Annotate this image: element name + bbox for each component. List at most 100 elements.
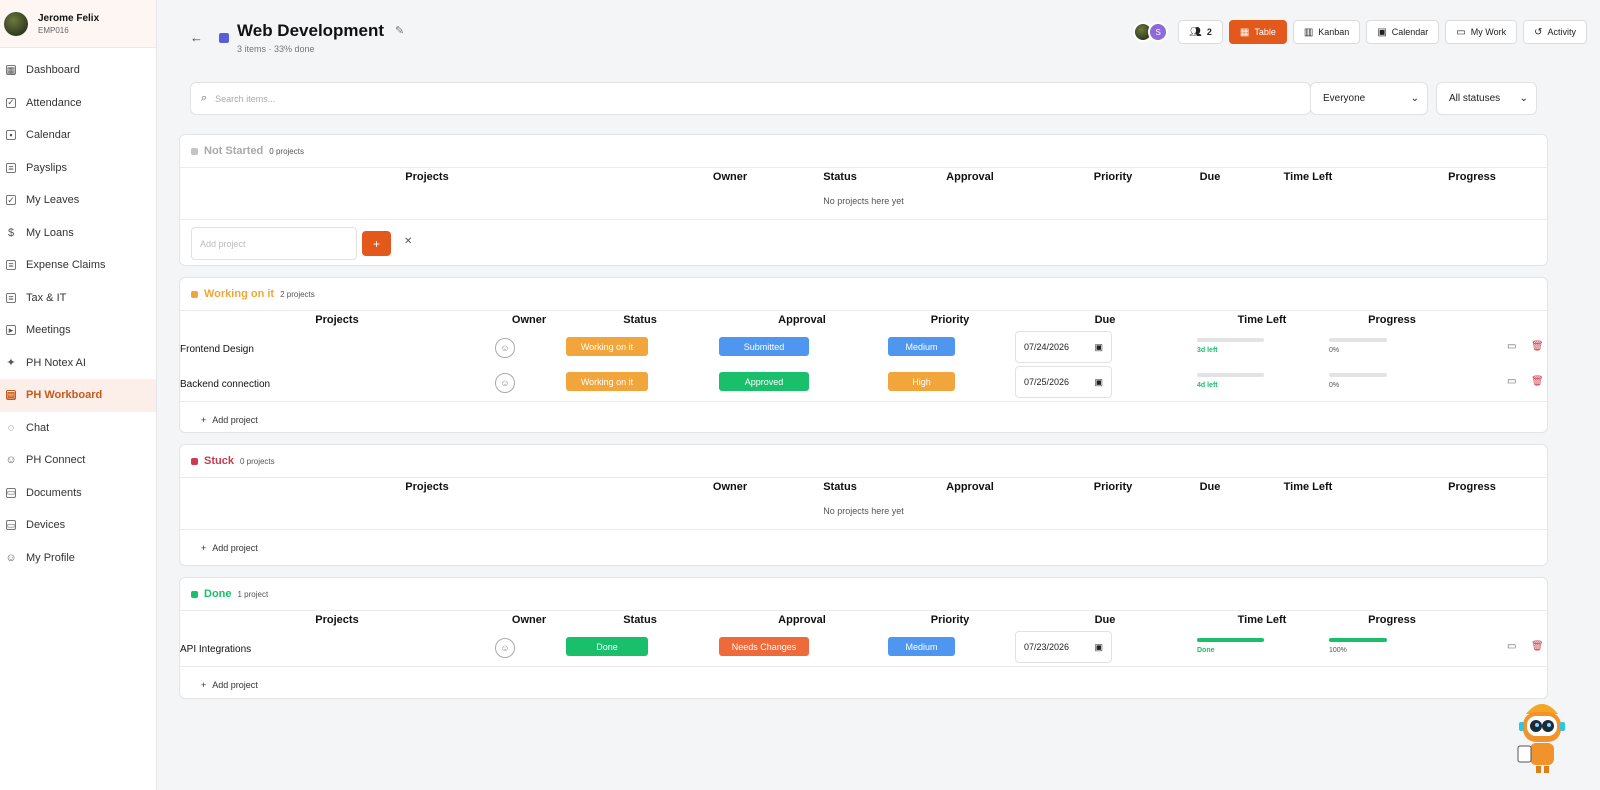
column-header-time-left[interactable]: Time Left	[1237, 314, 1287, 326]
column-header-status[interactable]: Status	[623, 314, 657, 326]
sidebar-item-label: Dashboard	[26, 64, 80, 77]
owner-filter-select[interactable]: Everyone ⌄	[1310, 82, 1428, 115]
priority-pill[interactable]: Medium	[888, 637, 955, 656]
column-header-approval[interactable]: Approval	[946, 171, 994, 183]
sidebar-item-payslips[interactable]: ≡ Payslips	[0, 152, 156, 185]
column-header-approval[interactable]: Approval	[778, 614, 826, 626]
add-project-button[interactable]: +	[362, 231, 391, 256]
column-header-time-left[interactable]: Time Left	[1283, 481, 1333, 493]
add-project-link[interactable]: + Add project	[180, 401, 1547, 437]
column-header-progress[interactable]: Progress	[1368, 614, 1416, 626]
add-project-link[interactable]: + Add project	[180, 530, 1547, 566]
view-activity-button[interactable]: ↺ Activity	[1523, 20, 1587, 44]
due-date-input[interactable]: 07/23/2026 ▣	[1015, 631, 1112, 663]
comment-icon[interactable]: ▭	[1507, 641, 1517, 652]
sidebar-item-attendance[interactable]: ✓ Attendance	[0, 87, 156, 120]
sidebar-item-chat[interactable]: ◌ Chat	[0, 412, 156, 445]
due-date-input[interactable]: 07/25/2026 ▣	[1015, 366, 1112, 398]
sidebar-item-my-profile[interactable]: ☺ My Profile	[0, 542, 156, 575]
group-header[interactable]: Not Started 0 projects	[180, 135, 1547, 168]
trash-icon[interactable]: 🗑︎	[1531, 341, 1544, 352]
status-pill[interactable]: Done	[566, 637, 648, 656]
column-header-status[interactable]: Status	[623, 614, 657, 626]
project-name[interactable]: Backend connection	[180, 379, 271, 390]
sidebar-item-calendar[interactable]: ▪ Calendar	[0, 119, 156, 152]
column-header-priority[interactable]: Priority	[930, 314, 970, 326]
trash-icon[interactable]: 🗑︎	[1531, 376, 1544, 387]
trash-icon[interactable]: 🗑︎	[1531, 641, 1544, 652]
approval-pill[interactable]: Approved	[719, 372, 809, 391]
group-header[interactable]: Working on it 2 projects	[180, 278, 1547, 311]
status-pill[interactable]: Working on it	[566, 337, 648, 356]
column-header-status[interactable]: Status	[823, 481, 857, 493]
sidebar-item-expense-claims[interactable]: ≡ Expense Claims	[0, 249, 156, 282]
add-project-link[interactable]: + Add project	[180, 666, 1547, 702]
add-project-input[interactable]: Add project	[191, 227, 357, 260]
column-header-approval[interactable]: Approval	[946, 481, 994, 493]
view-table-button[interactable]: ▦ Table	[1228, 20, 1287, 44]
priority-pill[interactable]: Medium	[888, 337, 955, 356]
column-header-projects[interactable]: Projects	[315, 314, 359, 326]
due-date-input[interactable]: 07/24/2026 ▣	[1015, 331, 1112, 363]
column-header-due[interactable]: Due	[1199, 171, 1221, 183]
priority-pill[interactable]: High	[888, 372, 955, 391]
status-filter-select[interactable]: All statuses ⌄	[1436, 82, 1537, 115]
members-button[interactable]: 👥︎ 2	[1178, 20, 1223, 44]
column-header-projects[interactable]: Projects	[405, 171, 449, 183]
owner-avatar-placeholder[interactable]: ☺	[495, 373, 515, 393]
column-header-priority[interactable]: Priority	[1093, 481, 1133, 493]
group-header[interactable]: Stuck 0 projects	[180, 445, 1547, 478]
approval-pill[interactable]: Needs Changes	[719, 637, 809, 656]
column-header-priority[interactable]: Priority	[1093, 171, 1133, 183]
column-header-projects[interactable]: Projects	[315, 614, 359, 626]
group-working-on-it: Working on it 2 projects Projects Owner St…	[179, 277, 1548, 433]
column-header-owner[interactable]: Owner	[511, 314, 547, 326]
sidebar-item-ph-notex-ai[interactable]: ✦ PH Notex AI	[0, 347, 156, 380]
assistant-mascot-icon[interactable]	[1514, 692, 1570, 774]
sidebar-item-devices[interactable]: ▭ Devices	[0, 509, 156, 542]
column-header-progress[interactable]: Progress	[1368, 314, 1416, 326]
sidebar-item-my-loans[interactable]: $ My Loans	[0, 217, 156, 250]
comment-icon[interactable]: ▭	[1507, 341, 1517, 352]
sidebar-item-meetings[interactable]: ▸ Meetings	[0, 314, 156, 347]
owner-avatar-placeholder[interactable]: ☺	[495, 338, 515, 358]
project-name[interactable]: Frontend Design	[180, 344, 254, 355]
view-calendar-button[interactable]: ▣ Calendar	[1366, 20, 1440, 44]
approval-pill[interactable]: Submitted	[719, 337, 809, 356]
group-color-dot	[191, 457, 198, 465]
column-header-due[interactable]: Due	[1094, 314, 1116, 326]
column-header-projects[interactable]: Projects	[405, 481, 449, 493]
column-header-approval[interactable]: Approval	[778, 314, 826, 326]
column-header-priority[interactable]: Priority	[930, 614, 970, 626]
comment-icon[interactable]: ▭	[1507, 376, 1517, 387]
column-header-progress[interactable]: Progress	[1448, 481, 1496, 493]
owner-avatar-placeholder[interactable]: ☺	[495, 638, 515, 658]
profile-card[interactable]: Jerome Felix EMP016	[0, 0, 156, 48]
sidebar-item-my-leaves[interactable]: ✓ My Leaves	[0, 184, 156, 217]
column-header-time-left[interactable]: Time Left	[1237, 614, 1287, 626]
group-header[interactable]: Done 1 project	[180, 578, 1547, 611]
status-pill[interactable]: Working on it	[566, 372, 648, 391]
column-header-due[interactable]: Due	[1199, 481, 1221, 493]
close-icon[interactable]: ✕	[404, 236, 413, 247]
column-header-time-left[interactable]: Time Left	[1283, 171, 1333, 183]
sidebar-item-tax-it[interactable]: ≡ Tax & IT	[0, 282, 156, 315]
view-mywork-button[interactable]: ▭ My Work	[1445, 20, 1518, 44]
column-header-progress[interactable]: Progress	[1448, 171, 1496, 183]
sidebar-item-label: PH Notex AI	[26, 356, 86, 369]
column-header-status[interactable]: Status	[823, 171, 857, 183]
column-header-owner[interactable]: Owner	[712, 171, 748, 183]
sidebar-item-ph-connect[interactable]: ☺ PH Connect	[0, 444, 156, 477]
view-kanban-button[interactable]: ▥ Kanban	[1292, 20, 1361, 44]
column-header-due[interactable]: Due	[1094, 614, 1116, 626]
sidebar-item-ph-workboard[interactable]: ▤ PH Workboard	[0, 379, 156, 412]
project-name[interactable]: API Integrations	[180, 644, 252, 655]
search-input[interactable]: ⌕ Search items...	[190, 82, 1311, 115]
column-header-owner[interactable]: Owner	[511, 614, 547, 626]
back-arrow-icon[interactable]: ←	[190, 30, 203, 45]
column-header-owner[interactable]: Owner	[712, 481, 748, 493]
pencil-icon[interactable]: ✎	[395, 25, 405, 37]
sidebar-item-dashboard[interactable]: ▦ Dashboard	[0, 54, 156, 87]
sidebar-item-documents[interactable]: ▭ Documents	[0, 477, 156, 510]
member-avatars[interactable]: S	[1133, 22, 1169, 42]
